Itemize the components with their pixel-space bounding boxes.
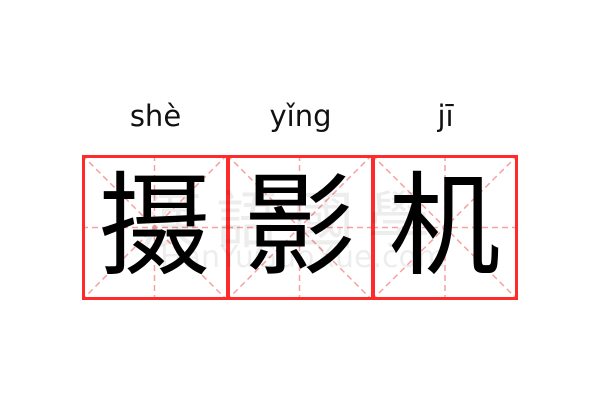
character-3: 机 xyxy=(388,162,501,292)
pinyin-2: yǐng xyxy=(269,99,332,133)
char-cell-2: 影 xyxy=(227,155,373,300)
pinyin-1: shè xyxy=(129,99,182,133)
pinyin-3: jī xyxy=(437,99,454,133)
char-cell-3: 机 xyxy=(372,155,518,300)
character-1: 摄 xyxy=(98,162,211,292)
character-grid: 摄 影 机 xyxy=(82,155,518,300)
char-cell-1: 摄 xyxy=(82,155,228,300)
tianzige-guide-icon xyxy=(372,155,518,300)
character-2: 影 xyxy=(243,162,356,292)
